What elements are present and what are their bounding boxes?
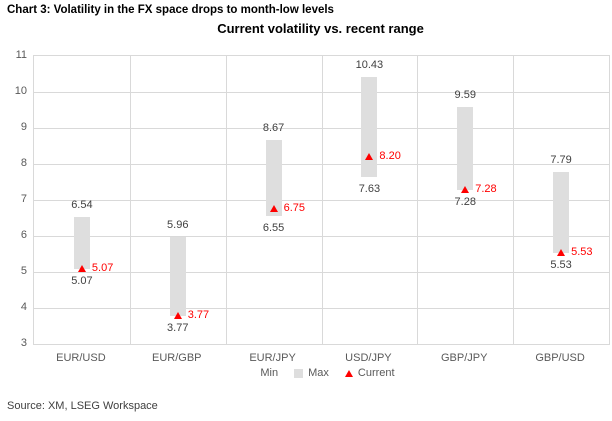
category-label: EUR/JPY: [249, 352, 296, 364]
current-value-label: 5.07: [91, 262, 114, 275]
y-tick-label: 10: [14, 85, 27, 97]
min-value-label: 3.77: [167, 322, 189, 335]
y-tick-label: 4: [20, 301, 27, 313]
range-bar: [169, 237, 186, 317]
legend-min-swatch-icon: [246, 369, 255, 378]
current-marker-triangle-icon: [461, 185, 470, 193]
legend-item-max: Max: [294, 367, 329, 379]
column-separator: [513, 56, 515, 344]
category-label: EUR/GBP: [151, 352, 202, 364]
legend-max-swatch-icon: [294, 368, 304, 378]
legend: Min Max Current: [33, 366, 608, 380]
category-label: GBP/JPY: [441, 352, 488, 364]
range-bar: [265, 139, 282, 217]
y-tick-label: 7: [20, 193, 27, 205]
legend-current-triangle-icon: [344, 369, 353, 377]
legend-item-current: Current: [344, 367, 395, 379]
range-bar: [361, 76, 378, 178]
y-axis: 3 4 5 6 7 8 9 10 11: [0, 49, 27, 349]
current-marker-triangle-icon: [77, 265, 86, 273]
range-bar: [73, 216, 90, 270]
min-value-label: 7.28: [454, 195, 476, 208]
max-value-label: 5.96: [167, 219, 189, 232]
current-value-label: 7.28: [475, 182, 497, 195]
category-label: EUR/USD: [56, 352, 106, 364]
column-separator: [225, 56, 227, 344]
current-marker-triangle-icon: [173, 312, 182, 320]
source-note: Source: XM, LSEG Workspace: [7, 400, 158, 412]
figure-caption: Chart 3: Volatility in the FX space drop…: [7, 4, 334, 16]
current-value-label: 3.77: [187, 309, 210, 322]
current-marker-triangle-icon: [557, 248, 566, 256]
current-marker-triangle-icon: [365, 152, 374, 160]
min-value-label: 5.53: [550, 258, 572, 271]
legend-label-min: Min: [260, 367, 279, 379]
column-separator: [417, 56, 419, 344]
max-value-label: 8.67: [262, 121, 285, 134]
current-value-label: 6.75: [283, 202, 305, 214]
max-value-label: 10.43: [355, 58, 384, 71]
max-value-label: 7.79: [550, 153, 572, 166]
y-tick-label: 9: [20, 121, 27, 133]
current-marker-triangle-icon: [269, 205, 278, 212]
min-value-label: 7.63: [358, 183, 381, 196]
category-label: GBP/USD: [535, 352, 585, 364]
max-value-label: 9.59: [454, 88, 476, 101]
range-bar: [553, 171, 570, 253]
x-axis: EUR/USD EUR/GBP EUR/JPY USD/JPY GBP/JPY GBP/U…: [33, 352, 608, 366]
current-value-label: 8.20: [379, 149, 401, 162]
legend-label-max: Max: [308, 367, 329, 379]
current-value-label: 5.53: [571, 245, 593, 258]
column-separator: [321, 56, 323, 344]
max-value-label: 6.54: [71, 198, 93, 211]
column-separator: [129, 56, 131, 344]
legend-label-current: Current: [357, 367, 395, 379]
y-tick-label: 3: [20, 337, 27, 349]
min-value-label: 6.55: [262, 222, 285, 235]
plot-area: 6.54 5.07 5.07 5.96 3.77 3.77 8.67 6.55 6.75 10.4…: [33, 55, 610, 345]
min-value-label: 5.07: [71, 275, 93, 288]
chart-title: Current volatility vs. recent range: [217, 21, 424, 36]
range-bar: [457, 106, 474, 190]
y-tick-label: 11: [15, 49, 27, 61]
y-tick-label: 5: [20, 265, 27, 277]
category-label: USD/JPY: [345, 352, 392, 364]
y-tick-label: 8: [20, 157, 27, 169]
legend-item-min: Min: [246, 367, 278, 379]
y-tick-label: 6: [20, 229, 27, 241]
